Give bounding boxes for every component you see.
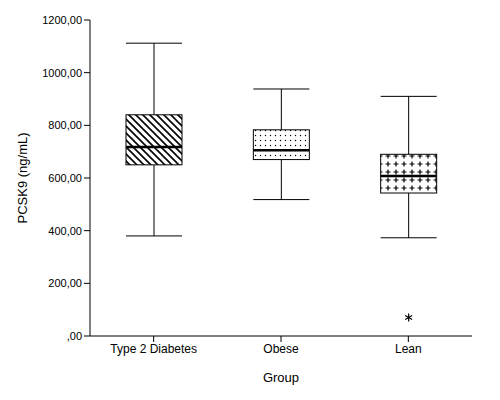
svg-text:400,00: 400,00 (48, 225, 82, 237)
svg-text:200,00: 200,00 (48, 277, 82, 289)
svg-text:Lean: Lean (395, 342, 422, 356)
svg-text:,00: ,00 (67, 330, 82, 342)
svg-text:Group: Group (263, 370, 299, 385)
svg-text:Obese: Obese (263, 342, 299, 356)
svg-text:1200,00: 1200,00 (42, 14, 82, 26)
svg-text:600,00: 600,00 (48, 172, 82, 184)
svg-text:Type 2 Diabetes: Type 2 Diabetes (110, 342, 197, 356)
svg-text:800,00: 800,00 (48, 119, 82, 131)
svg-text:PCSK9 (ng/mL): PCSK9 (ng/mL) (15, 132, 30, 223)
svg-text:1000,00: 1000,00 (42, 67, 82, 79)
